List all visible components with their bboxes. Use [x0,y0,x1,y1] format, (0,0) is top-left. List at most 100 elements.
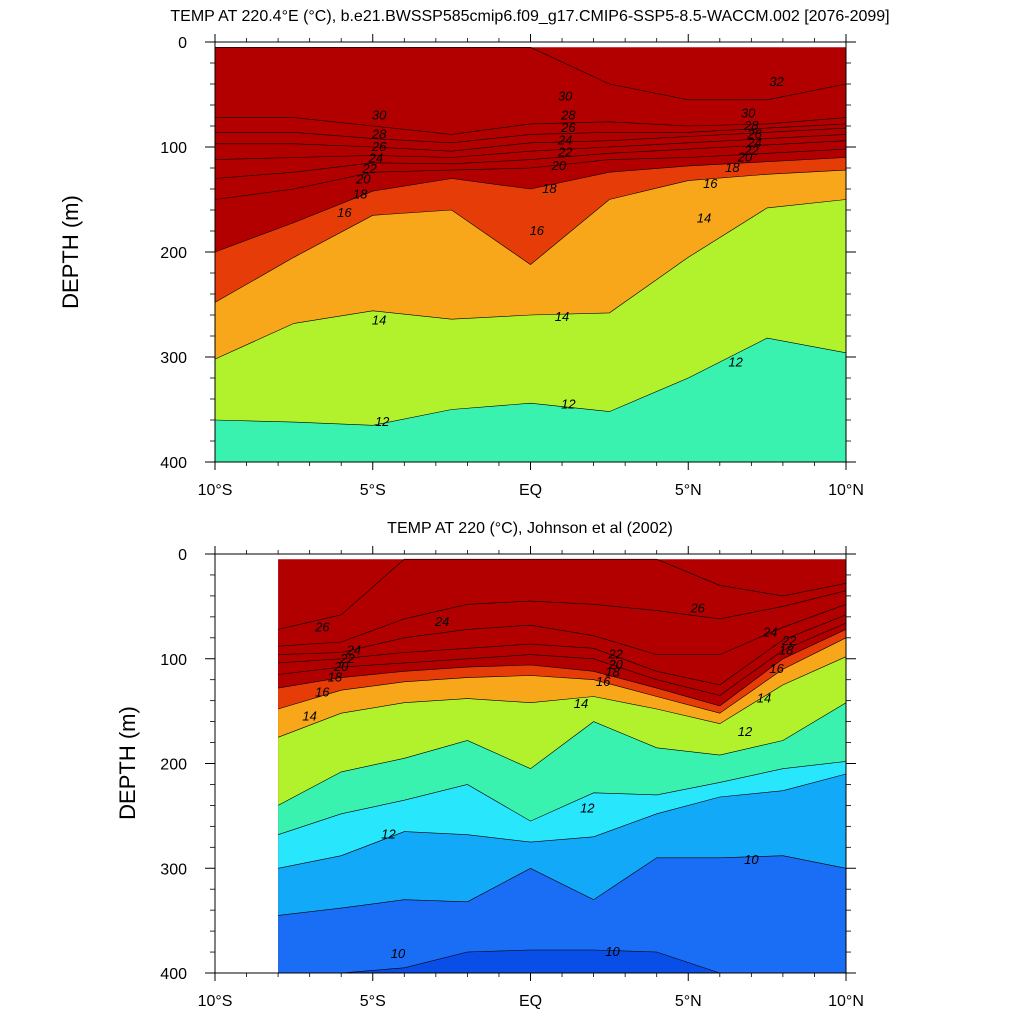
isotherm-line [214,157,847,253]
contour-label: 12 [728,354,743,369]
x-tick-label: 5°S [360,993,386,1010]
isotherm-line [215,117,847,135]
temperature-band [215,47,846,135]
x-tick-label: 10°S [198,482,233,499]
contour-label: 14 [302,708,316,723]
isotherm-line [278,558,847,630]
contour-label: 32 [769,74,784,89]
contour-label: 16 [337,205,352,220]
temperature-band [278,629,847,714]
temperature-band [215,149,846,252]
contour-label: 26 [689,601,705,616]
contour-label: 16 [769,661,784,676]
x-tick-label: 5°S [360,482,386,499]
contour-label: 18 [353,186,368,201]
contour-label: 22 [743,143,759,158]
contour-label: 24 [434,614,449,629]
y-tick-label: 300 [160,861,187,878]
contour-label: 16 [530,223,545,238]
x-tick-label: EQ [519,482,542,499]
temperature-band [278,855,847,973]
x-tick-label: 5°N [675,482,702,499]
temperature-band [215,199,846,426]
contour-label: 20 [551,158,567,173]
contour-label: 12 [738,724,753,739]
contour-label: 14 [555,309,569,324]
contour-label: 22 [557,144,573,159]
contour-label: 12 [375,414,390,429]
contour-label: 16 [315,684,330,699]
x-tick-label: 5°N [675,993,702,1010]
contour-label: 14 [697,210,711,225]
isotherm-line [214,134,847,160]
contour-label: 30 [372,108,387,123]
isotherm-line [278,855,847,916]
panel-title: TEMP AT 220 (°C), Johnson et al (2002) [387,520,673,537]
temperature-band [215,157,846,303]
contour-label: 18 [328,670,343,685]
y-tick-label: 400 [160,455,187,472]
contour-label: 14 [757,691,771,706]
contour-label: 22 [607,647,623,662]
isotherm-line [277,656,847,738]
contour-label: 24 [762,625,777,640]
contour-label: 18 [725,160,740,175]
temperature-band [278,623,847,706]
isotherm-line [278,622,847,696]
isotherm-line [278,590,847,647]
temperature-band [278,702,847,835]
isotherm-line [215,127,847,152]
contour-label: 12 [580,801,595,816]
isotherm-line [214,337,847,426]
temperature-band [278,774,847,916]
contour-label: 26 [314,619,330,634]
contour-label: 30 [558,89,573,104]
isotherm-line [215,47,847,101]
contour-label: 18 [605,664,620,679]
contour-label: 28 [743,118,759,133]
contour-label: 18 [779,642,794,657]
isotherm-line [278,761,847,835]
contour-label: 14 [372,312,386,327]
contour-label: 20 [355,172,371,187]
contour-label: 26 [746,126,762,141]
contour-label: 22 [339,651,355,666]
contour-label: 16 [596,674,611,689]
temperature-band [278,614,847,696]
isotherm-line [277,702,847,806]
temperature-band [278,604,847,685]
contour-label: 12 [561,396,576,411]
temperature-band [215,117,846,143]
isotherm-line [278,629,847,707]
x-tick-label: 10°S [198,993,233,1010]
contour-plot: 2624222018161424222018161426242218161412… [160,546,864,1010]
contour-label: 10 [391,946,406,961]
contour-label: 20 [607,657,623,672]
isotherm-line [214,148,847,200]
y-axis-label: DEPTH (m) [115,706,140,820]
y-tick-label: 0 [178,547,187,564]
temperature-band [215,128,846,160]
y-tick-label: 200 [160,245,187,262]
y-tick-label: 100 [160,652,187,669]
contour-label: 20 [737,150,753,165]
isotherm-line [214,169,847,303]
contour-label: 26 [371,139,387,154]
contour-label: 30 [741,105,756,120]
contour-label: 28 [371,126,387,141]
isotherm-line [278,773,847,869]
isotherm-line [214,140,847,179]
y-tick-label: 200 [160,757,187,774]
temperature-band [278,637,847,738]
panel-bottom: TEMP AT 220 (°C), Johnson et al (2002) D… [115,520,864,1010]
y-tick-label: 100 [160,140,187,157]
contour-label: 22 [781,633,797,648]
x-tick-label: 10°N [828,993,864,1010]
y-tick-label: 300 [160,350,187,367]
contour-label: 24 [746,135,761,150]
temperature-band [278,559,847,647]
contour-plot: 3028262422201816302826242220181632302826… [160,34,864,499]
contour-label: 26 [560,120,576,135]
contour-label: 10 [744,852,759,867]
